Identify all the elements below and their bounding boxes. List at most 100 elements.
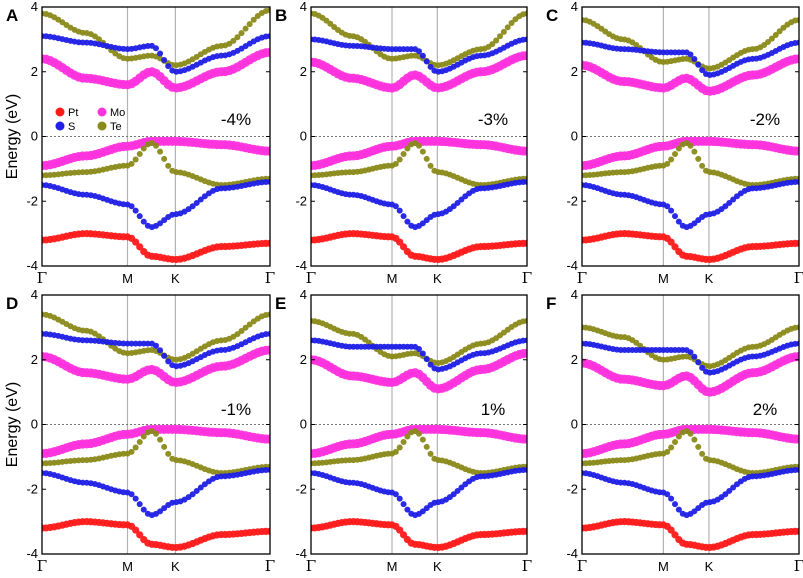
band-point	[161, 443, 168, 450]
band-point	[153, 142, 159, 149]
kpoint-label: Γ	[794, 269, 803, 287]
band-point	[132, 495, 139, 502]
band-point	[404, 218, 411, 225]
band-cb-te-s-high	[311, 317, 527, 366]
bands	[582, 16, 799, 264]
band-point	[157, 436, 164, 443]
band-vb-te	[582, 428, 799, 477]
band-cb-s	[582, 39, 799, 78]
strain-label: -1%	[221, 400, 251, 419]
band-point	[128, 448, 135, 455]
kpoint-label: M	[122, 271, 133, 286]
band-point	[392, 203, 399, 210]
band-point	[695, 155, 702, 162]
band-point	[794, 54, 799, 64]
y-tick-label: 0	[300, 129, 307, 144]
band-cb-s	[42, 33, 270, 75]
kpoint-label: K	[433, 271, 442, 286]
band-point	[132, 156, 139, 163]
kpoint-label: M	[658, 271, 669, 286]
y-axis-title: Energy (eV)	[4, 382, 21, 467]
band-vb-pt	[311, 230, 527, 264]
band-point	[524, 36, 527, 43]
legend-label-Te: Te	[110, 121, 122, 133]
band-point	[136, 438, 143, 445]
kpoint-label: K	[171, 271, 180, 286]
band-vb-s	[42, 178, 270, 231]
band-point	[136, 150, 143, 157]
y-tick-label: 0	[31, 417, 38, 432]
band-point	[267, 330, 270, 337]
y-tick-label: 4	[31, 0, 38, 14]
band-vb-pt	[582, 518, 799, 552]
band-point	[396, 156, 403, 163]
band-point	[132, 207, 139, 214]
band-point	[265, 146, 270, 156]
band-point	[267, 7, 270, 14]
band-point	[667, 526, 675, 534]
band-point	[687, 349, 694, 356]
band-point	[157, 508, 164, 515]
band-point	[193, 487, 200, 494]
band-vb-top-mo	[582, 136, 799, 171]
y-tick-label: -2	[295, 193, 307, 208]
band-cb-s	[42, 330, 270, 370]
band-point	[157, 347, 164, 354]
kpoint-label: M	[658, 559, 669, 574]
band-point	[504, 24, 511, 31]
band-point	[396, 444, 403, 451]
band-vb-top-mo	[42, 136, 270, 171]
band-point	[454, 487, 461, 494]
band-point	[267, 311, 270, 318]
panel-F: -4 -2 0 2 4 Γ M K Γ F 2%	[546, 287, 803, 575]
band-point	[493, 37, 500, 44]
band-point	[396, 526, 404, 534]
band-point	[524, 10, 527, 17]
band-cb-s	[311, 36, 527, 75]
band-point	[796, 324, 799, 331]
band-point	[699, 67, 706, 74]
band-point	[795, 239, 799, 247]
band-cb-mo	[582, 351, 799, 397]
band-point	[695, 443, 702, 450]
band-point	[675, 433, 682, 440]
band-point	[699, 162, 706, 169]
y-tick-label: -4	[566, 258, 578, 273]
y-tick-label: -4	[566, 546, 578, 561]
band-point	[400, 501, 407, 508]
y-tick-label: -2	[26, 481, 38, 496]
band-point	[242, 324, 249, 331]
band-point	[796, 16, 799, 23]
band-point	[794, 351, 799, 362]
band-point	[265, 434, 270, 444]
panel-E: -4 -2 0 2 4 Γ M K Γ E 1%	[275, 287, 532, 575]
band-point	[497, 33, 503, 40]
band-point	[242, 25, 249, 32]
band-point	[695, 61, 702, 68]
band-point	[96, 36, 102, 43]
band-point	[265, 345, 270, 355]
y-tick-label: 2	[31, 352, 38, 367]
band-point	[161, 155, 168, 162]
legend-label-Pt: Pt	[68, 107, 78, 119]
band-cb-s	[311, 337, 527, 373]
band-point	[161, 56, 168, 63]
band-point	[664, 160, 671, 167]
kpoint-label: Γ	[265, 269, 275, 287]
band-cb-mo	[311, 50, 527, 93]
band-point	[267, 178, 270, 185]
band-point	[672, 150, 678, 157]
band-point	[796, 466, 799, 473]
legend-marker-Mo	[97, 107, 107, 117]
band-point	[423, 443, 430, 450]
band-point	[675, 506, 682, 513]
y-tick-label: 2	[300, 64, 307, 79]
band-cb-mo	[42, 47, 270, 93]
band-point	[726, 199, 733, 206]
band-point	[165, 162, 172, 169]
band-point	[197, 196, 204, 203]
kpoint-label: Γ	[577, 557, 587, 575]
band-point	[427, 450, 434, 457]
band-point	[664, 448, 671, 455]
